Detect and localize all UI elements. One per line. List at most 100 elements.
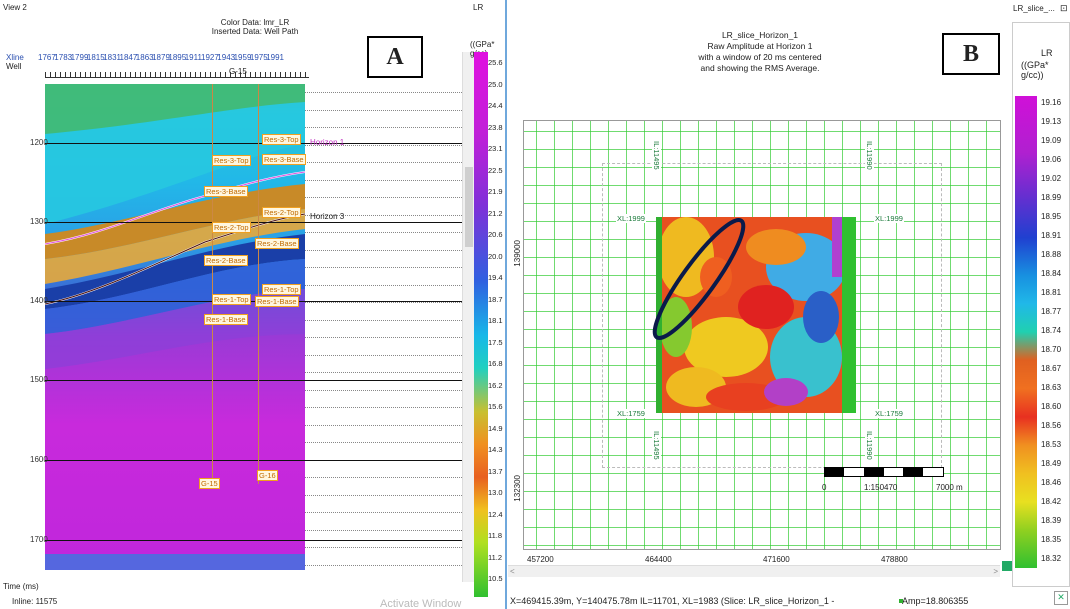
easting-tick: 478800 [881,555,908,564]
map-vgrid [572,121,573,549]
colorbar-a-tick: 15.6 [488,402,503,411]
scrollbar-thumb[interactable] [465,167,473,247]
slice-subtitle-2: with a window of 20 ms centered [698,52,822,62]
time-gridline [45,222,462,223]
scale-bar [824,467,944,477]
dotted-gridline [305,477,462,478]
dotted-gridline [305,319,462,321]
map-hgrid [524,185,1000,186]
dotted-gridline [305,144,462,146]
horizon-1-marker-line [45,143,335,144]
colorbar-b-tick: 18.95 [1041,212,1062,221]
dotted-gridline [305,249,462,251]
colorbar-b-tick: 18.99 [1041,193,1062,202]
dotted-gridline [305,389,462,391]
map-hgrid [524,149,1000,150]
colorbar-b-tick: 19.09 [1041,136,1062,145]
time-tick-1200: 1200 [30,138,48,147]
dotted-gridline [305,547,462,548]
colorbar-a-tick: 16.8 [488,359,503,368]
xline-tick: 1831 [103,53,121,62]
colorbar-a-tick: 21.2 [488,208,503,218]
map-vgrid [644,121,645,549]
il-label-top-right: IL:11990 [865,141,874,170]
well-bottom-label-g15: G-15 [199,478,220,489]
panel-b-horizon-slice: LR_slice_Horizon_1 Raw Amplitude at Hori… [505,0,1070,609]
dotted-gridline [305,232,462,233]
map-vgrid [536,121,537,549]
highlight-ellipse [652,217,746,341]
xl-label-top-right: XL:1999 [874,214,904,223]
easting-tick: 471600 [763,555,790,564]
header-color-data: Color Data: lmr_LR [220,18,290,27]
map-vgrid [986,121,987,549]
map-hgrid [524,131,1000,132]
close-icon[interactable]: ✕ [1054,591,1068,605]
xline-tick: 1991 [266,53,284,62]
pin-icon[interactable]: ⊡ [1060,3,1068,13]
dotted-gridline [305,354,462,356]
il-label-bottom-left: IL:11495 [652,431,661,460]
map-hgrid [524,437,1000,438]
vertical-scrollbar[interactable] [462,52,474,582]
dotted-gridline [305,372,462,373]
colorbar-a-tick: 22.5 [488,165,503,175]
colorbar-b-tick: 18.81 [1041,288,1062,297]
dotted-gridline [305,337,462,338]
amp-indicator-icon [899,599,903,603]
xline-tick: 1959 [233,53,252,62]
dotted-gridline [305,529,462,531]
xline-tick: 1767 [38,53,56,62]
time-tick-1600: 1600 [30,455,48,464]
map-hgrid [524,203,1000,204]
slice-title: LR_slice_Horizon_1 [721,30,799,40]
northing-tick-139000: 139000 [513,240,522,267]
time-tick-1400: 1400 [30,296,48,305]
dotted-gridline [305,127,462,128]
well-top-label: G-15 [229,67,247,76]
well-marker-tag: Res-2-Top [262,207,301,218]
dotted-gridline [305,197,462,198]
horizon-3-label: Horizon 3 [310,212,345,221]
scroll-right-icon[interactable]: > [993,567,998,576]
colorbar-a-tick: 14.9 [488,423,503,433]
colorbar-b-tick: 18.56 [1041,421,1062,430]
well-marker-tag: Res-3-Top [212,155,251,166]
well-path-g16 [258,84,259,484]
inline-readout: Inline: 11575 [12,597,58,606]
colorbar-b-tick: 18.84 [1041,269,1062,278]
well-marker-tag: Res-1-Top [262,284,301,295]
xl-label-top-left: XL:1999 [616,214,646,223]
map-hgrid [524,419,1000,420]
well-marker-tag: Res-1-Base [204,314,248,325]
colorbar-b-title: LR [1041,48,1053,58]
colorbar-a-tick: 11.2 [488,552,503,562]
colorbar-b-tick: 18.91 [1041,231,1062,240]
colorbar-a-tick: 13.7 [488,466,503,476]
scroll-left-icon[interactable]: < [510,567,515,576]
expand-icon[interactable] [1002,561,1012,571]
well-path-g15 [212,84,213,484]
colorbar-a-tick: 19.4 [488,273,503,282]
easting-tick: 464400 [645,555,672,564]
pane-divider [505,0,507,609]
dotted-gridline [305,162,462,163]
horizon-slice-map[interactable]: XL:1999 XL:1999 XL:1759 XL:1759 IL:11495… [523,120,1001,550]
horizontal-scrollbar[interactable]: < > [508,565,1000,577]
well-marker-tag: Res-2-Base [255,238,299,249]
xl-label-bottom-left: XL:1759 [616,409,646,418]
dotted-gridline [305,564,462,566]
map-vgrid [878,121,879,549]
colorbar-b-tick: 18.77 [1041,307,1062,316]
xl-label-bottom-right: XL:1759 [874,409,904,418]
window-title: View 2 [3,3,27,12]
dotted-gridline [305,494,462,496]
tab-lr-slice[interactable]: LR_slice_... [1013,4,1055,13]
colorbar-b-tick: 19.02 [1041,174,1062,183]
scale-max: 7000 m [936,483,963,492]
time-gridline [45,301,462,302]
map-vgrid [860,121,861,549]
colorbar-a-tick: 14.3 [488,445,503,454]
time-axis-title: Time (ms) [3,582,39,591]
map-vgrid [590,121,591,549]
